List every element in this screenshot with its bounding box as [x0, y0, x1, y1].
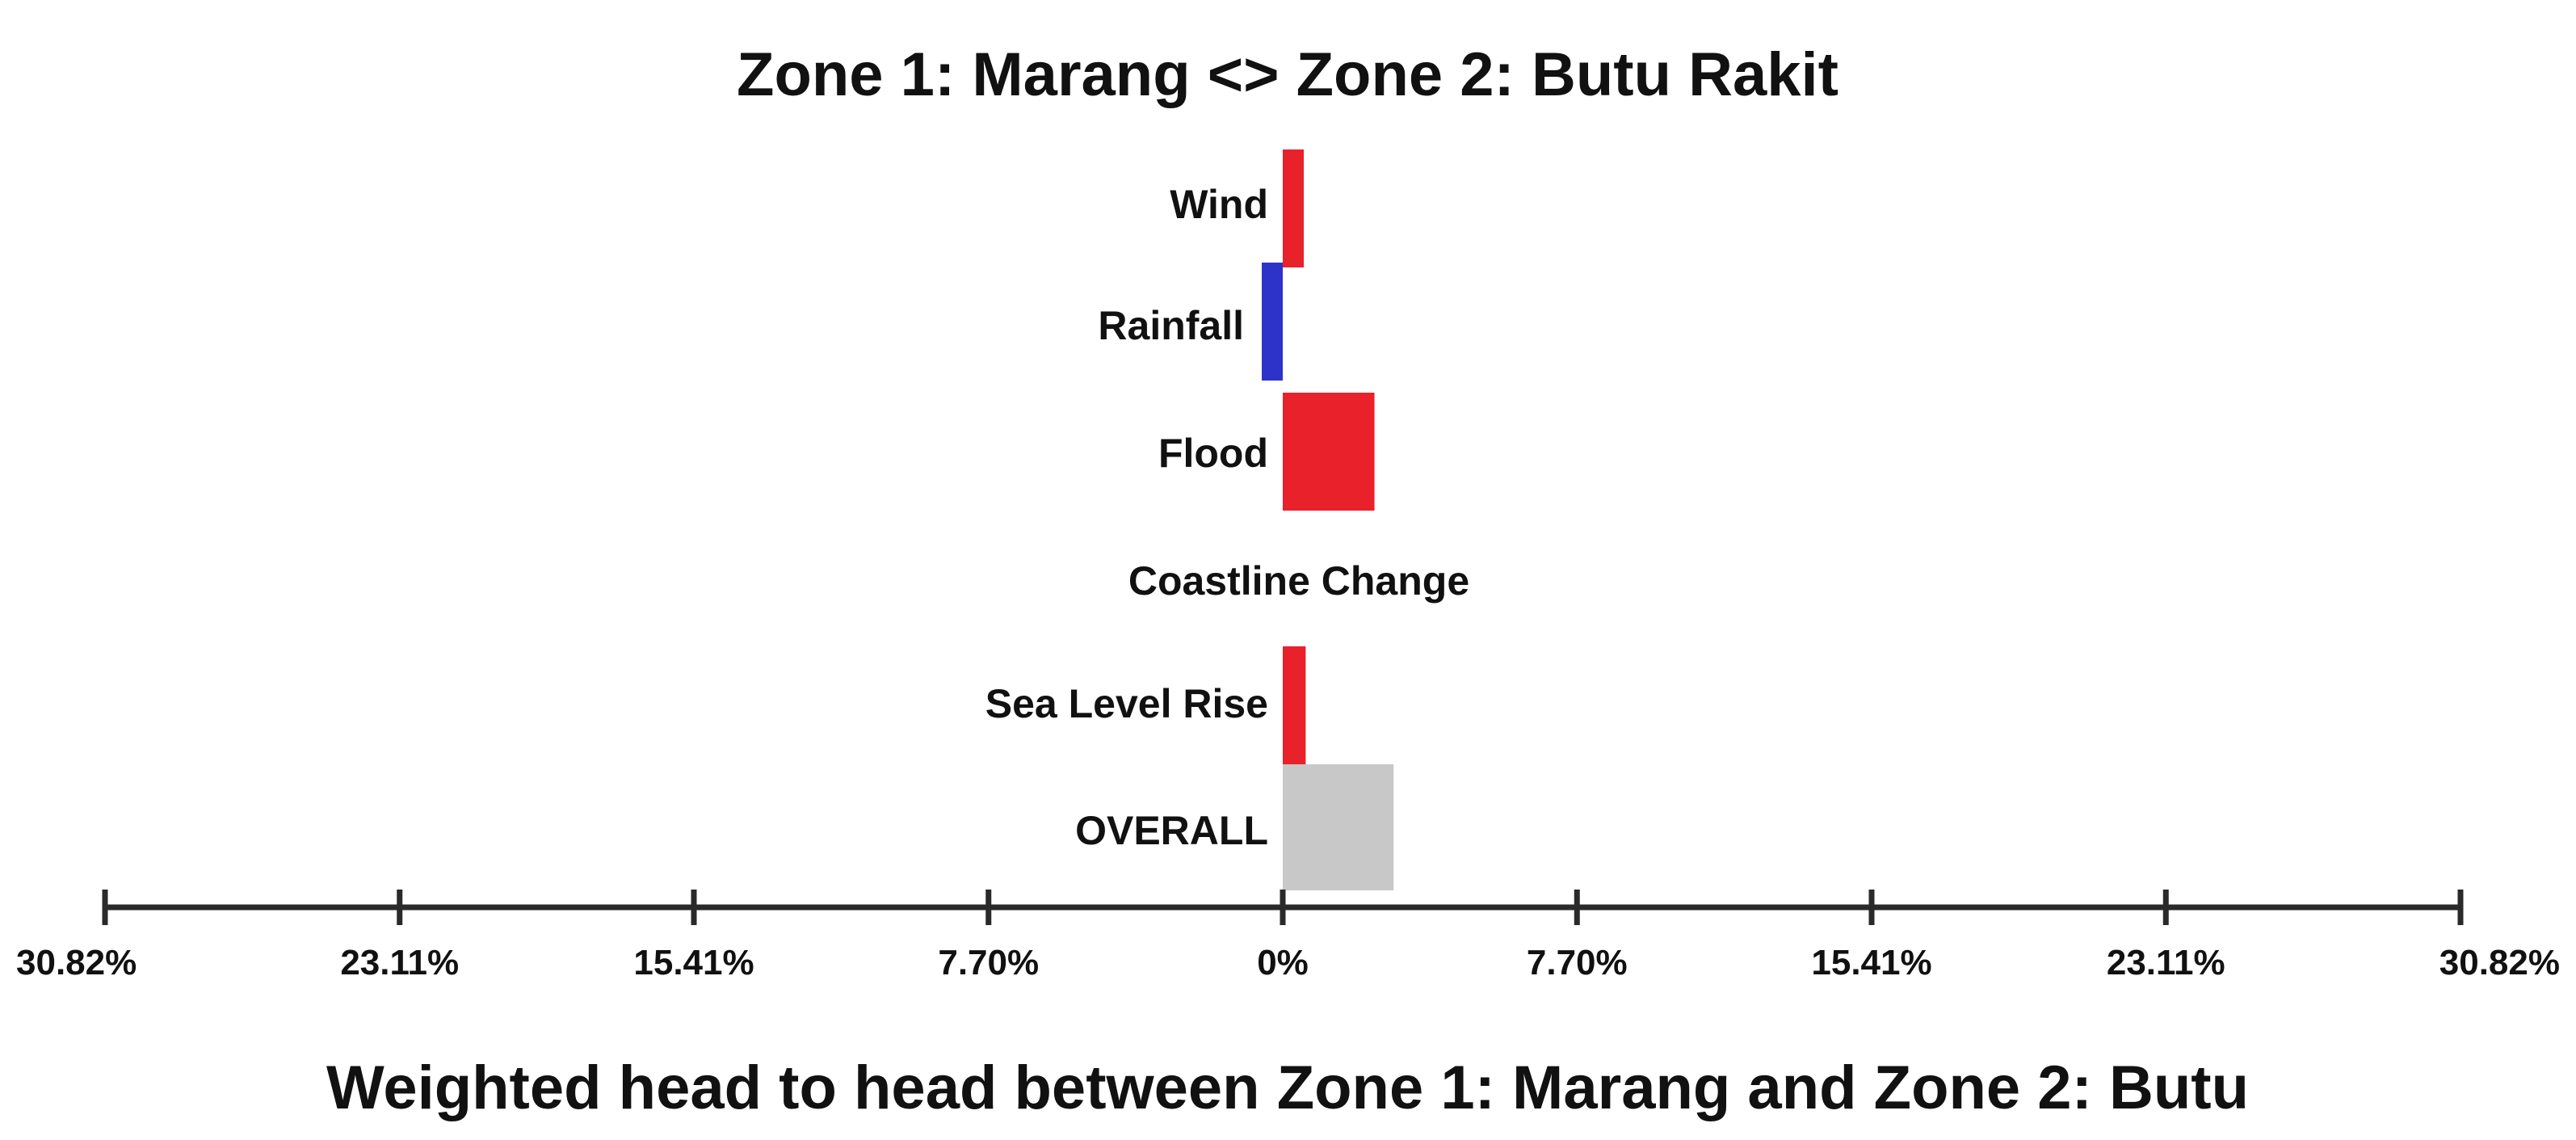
x-axis-ticks: 30.82% 23.11% 15.41% 7.70% 0% 7.70% 15.41% 23.1…: [16, 890, 2560, 982]
x-tick-label: 0%: [1257, 943, 1309, 982]
x-tick-label: 7.70%: [1527, 943, 1628, 982]
bars-group: [1262, 149, 1394, 890]
bar-rainfall: [1262, 263, 1283, 381]
chart-title: Zone 1: Marang <> Zone 2: Butu Rakit: [737, 40, 1838, 109]
category-label-sea-level-rise: Sea Level Rise: [985, 681, 1268, 726]
x-tick-label: 7.70%: [938, 943, 1039, 982]
x-tick-label: 23.11%: [2107, 943, 2225, 982]
category-label-coastline-change: Coastline Change: [1128, 558, 1469, 604]
category-label-overall: OVERALL: [1075, 808, 1268, 853]
x-tick-label: 23.11%: [340, 943, 459, 982]
bar-wind: [1283, 149, 1304, 267]
bar-flood: [1283, 393, 1375, 511]
x-tick-label: 30.82%: [2439, 943, 2560, 982]
x-axis-title: Weighted head to head between Zone 1: Ma…: [326, 1054, 2249, 1122]
x-tick-label: 30.82%: [16, 943, 137, 982]
category-label-flood: Flood: [1158, 431, 1268, 476]
bar-sea-level-rise: [1283, 646, 1306, 764]
bar-overall: [1283, 764, 1394, 890]
category-label-rainfall: Rainfall: [1098, 303, 1244, 348]
category-labels: Wind Rainfall Flood Coastline Change Sea Lev…: [985, 182, 1469, 853]
x-tick-label: 15.41%: [633, 943, 754, 982]
x-tick-label: 15.41%: [1811, 943, 1931, 982]
category-label-wind: Wind: [1170, 182, 1268, 227]
